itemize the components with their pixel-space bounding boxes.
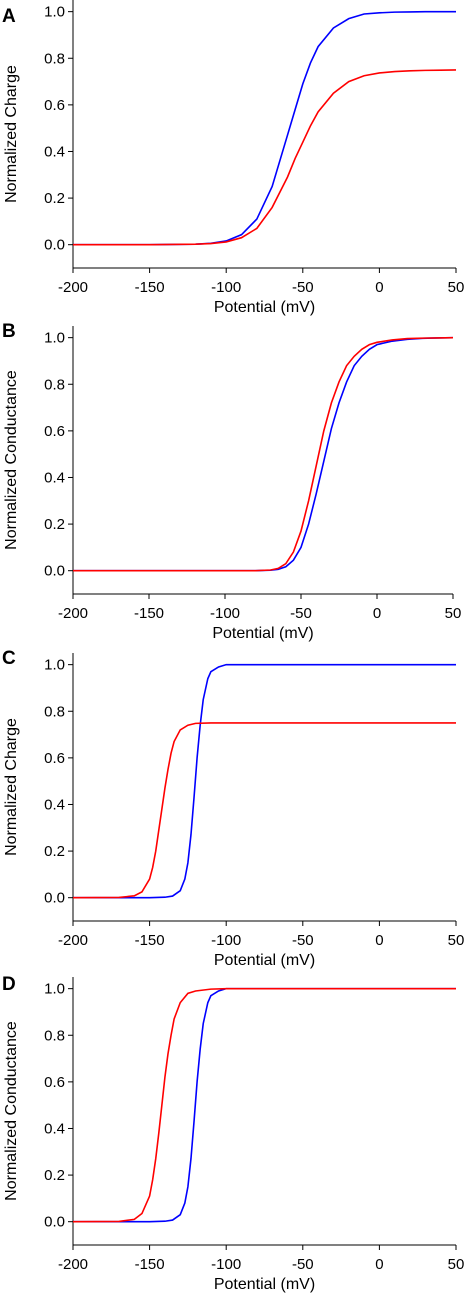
- y-tick-label: 0.6: [44, 1074, 65, 1091]
- y-tick-label: 0.2: [44, 190, 65, 207]
- x-tick-label: 50: [448, 279, 465, 296]
- y-tick-label: 0.2: [44, 843, 65, 860]
- y-tick-label: 0.0: [44, 237, 65, 254]
- y-tick-label: 1.0: [44, 330, 65, 347]
- blue-series-line: [73, 10, 456, 246]
- x-tick-label: 50: [445, 605, 462, 622]
- x-tick-label: 50: [448, 932, 465, 949]
- y-tick-label: 0.8: [44, 703, 65, 720]
- red-series-line: [72, 722, 456, 899]
- y-tick-label: 0.2: [44, 1167, 65, 1184]
- y-tick-label: 0.8: [44, 376, 65, 393]
- panel-b: B 0.0 0.2 0.4 0.6 0.8 1.0 -200 -150 -100 -50 0 50 Pot…: [2, 321, 461, 642]
- x-tick-label: -100: [211, 932, 241, 949]
- blue-series-line: [73, 663, 456, 899]
- y-tick-label: 0.0: [44, 890, 65, 907]
- panel-a: A 0.0 0.2 0.4 0.6 0.8 1.0 -200 -150 -100 -50 0 50 Pot…: [2, 0, 464, 316]
- y-tick-label: 0.6: [44, 423, 65, 440]
- x-tick-label: -100: [210, 605, 240, 622]
- y-tick-label: 0.8: [44, 50, 65, 67]
- x-tick-label: -200: [58, 932, 88, 949]
- x-tick-label: -100: [211, 1256, 241, 1273]
- y-axis-label: Normalized Conductance: [3, 370, 20, 550]
- y-tick-label: 0.0: [44, 1214, 65, 1231]
- y-tick-label: 0.4: [44, 796, 65, 813]
- y-axis-label: Normalized Conductance: [3, 1021, 20, 1201]
- panel-c: C 0.0 0.2 0.4 0.6 0.8 1.0 -200 -150 -100 -50 0 50 Pot…: [2, 648, 464, 969]
- y-tick-label: 0.4: [44, 469, 65, 486]
- panel-letter: D: [2, 974, 16, 995]
- panel-letter: A: [2, 6, 16, 27]
- x-tick-label: 50: [448, 1256, 465, 1273]
- x-axis-label: Potential (mV): [212, 625, 313, 642]
- x-tick-label: 0: [375, 932, 383, 949]
- x-tick-label: 0: [375, 1256, 383, 1273]
- x-tick-label: -100: [211, 279, 241, 296]
- x-tick-label: -50: [292, 932, 314, 949]
- y-tick-label: 0.2: [44, 516, 65, 533]
- y-tick-label: 0.6: [44, 97, 65, 114]
- x-tick-label: 0: [373, 605, 381, 622]
- y-tick-label: 0.8: [44, 1027, 65, 1044]
- panel-letter: B: [2, 321, 16, 342]
- y-axis-label: Normalized Charge: [3, 65, 20, 203]
- y-tick-label: 1.0: [44, 657, 65, 674]
- blue-series-line: [73, 987, 456, 1223]
- red-series-line: [72, 987, 456, 1223]
- x-tick-label: -200: [58, 1256, 88, 1273]
- blue-series-line: [73, 336, 454, 572]
- x-tick-label: -50: [292, 279, 314, 296]
- y-tick-label: 0.4: [44, 143, 65, 160]
- x-tick-label: -200: [58, 605, 88, 622]
- y-tick-label: 0.4: [44, 1120, 65, 1137]
- panel-d: D 0.0 0.2 0.4 0.6 0.8 1.0 -200 -150 -100 -50 0 50 Pot…: [2, 974, 464, 1293]
- y-tick-label: 1.0: [44, 981, 65, 998]
- red-series-line: [73, 336, 454, 572]
- x-axis-label: Potential (mV): [214, 299, 315, 316]
- y-axis-label: Normalized Charge: [3, 718, 20, 856]
- x-tick-label: -150: [135, 279, 165, 296]
- y-tick-label: 1.0: [44, 4, 65, 21]
- x-axis-label: Potential (mV): [214, 1276, 315, 1293]
- x-tick-label: -50: [292, 1256, 314, 1273]
- x-tick-label: -150: [135, 932, 165, 949]
- red-series-line: [73, 69, 457, 246]
- x-tick-label: 0: [375, 279, 383, 296]
- x-tick-label: -150: [134, 605, 164, 622]
- x-tick-label: -200: [58, 279, 88, 296]
- x-axis-label: Potential (mV): [214, 952, 315, 969]
- panel-letter: C: [2, 648, 16, 669]
- y-tick-label: 0.0: [44, 563, 65, 580]
- x-tick-label: -150: [135, 1256, 165, 1273]
- y-tick-label: 0.6: [44, 750, 65, 767]
- x-tick-label: -50: [290, 605, 312, 622]
